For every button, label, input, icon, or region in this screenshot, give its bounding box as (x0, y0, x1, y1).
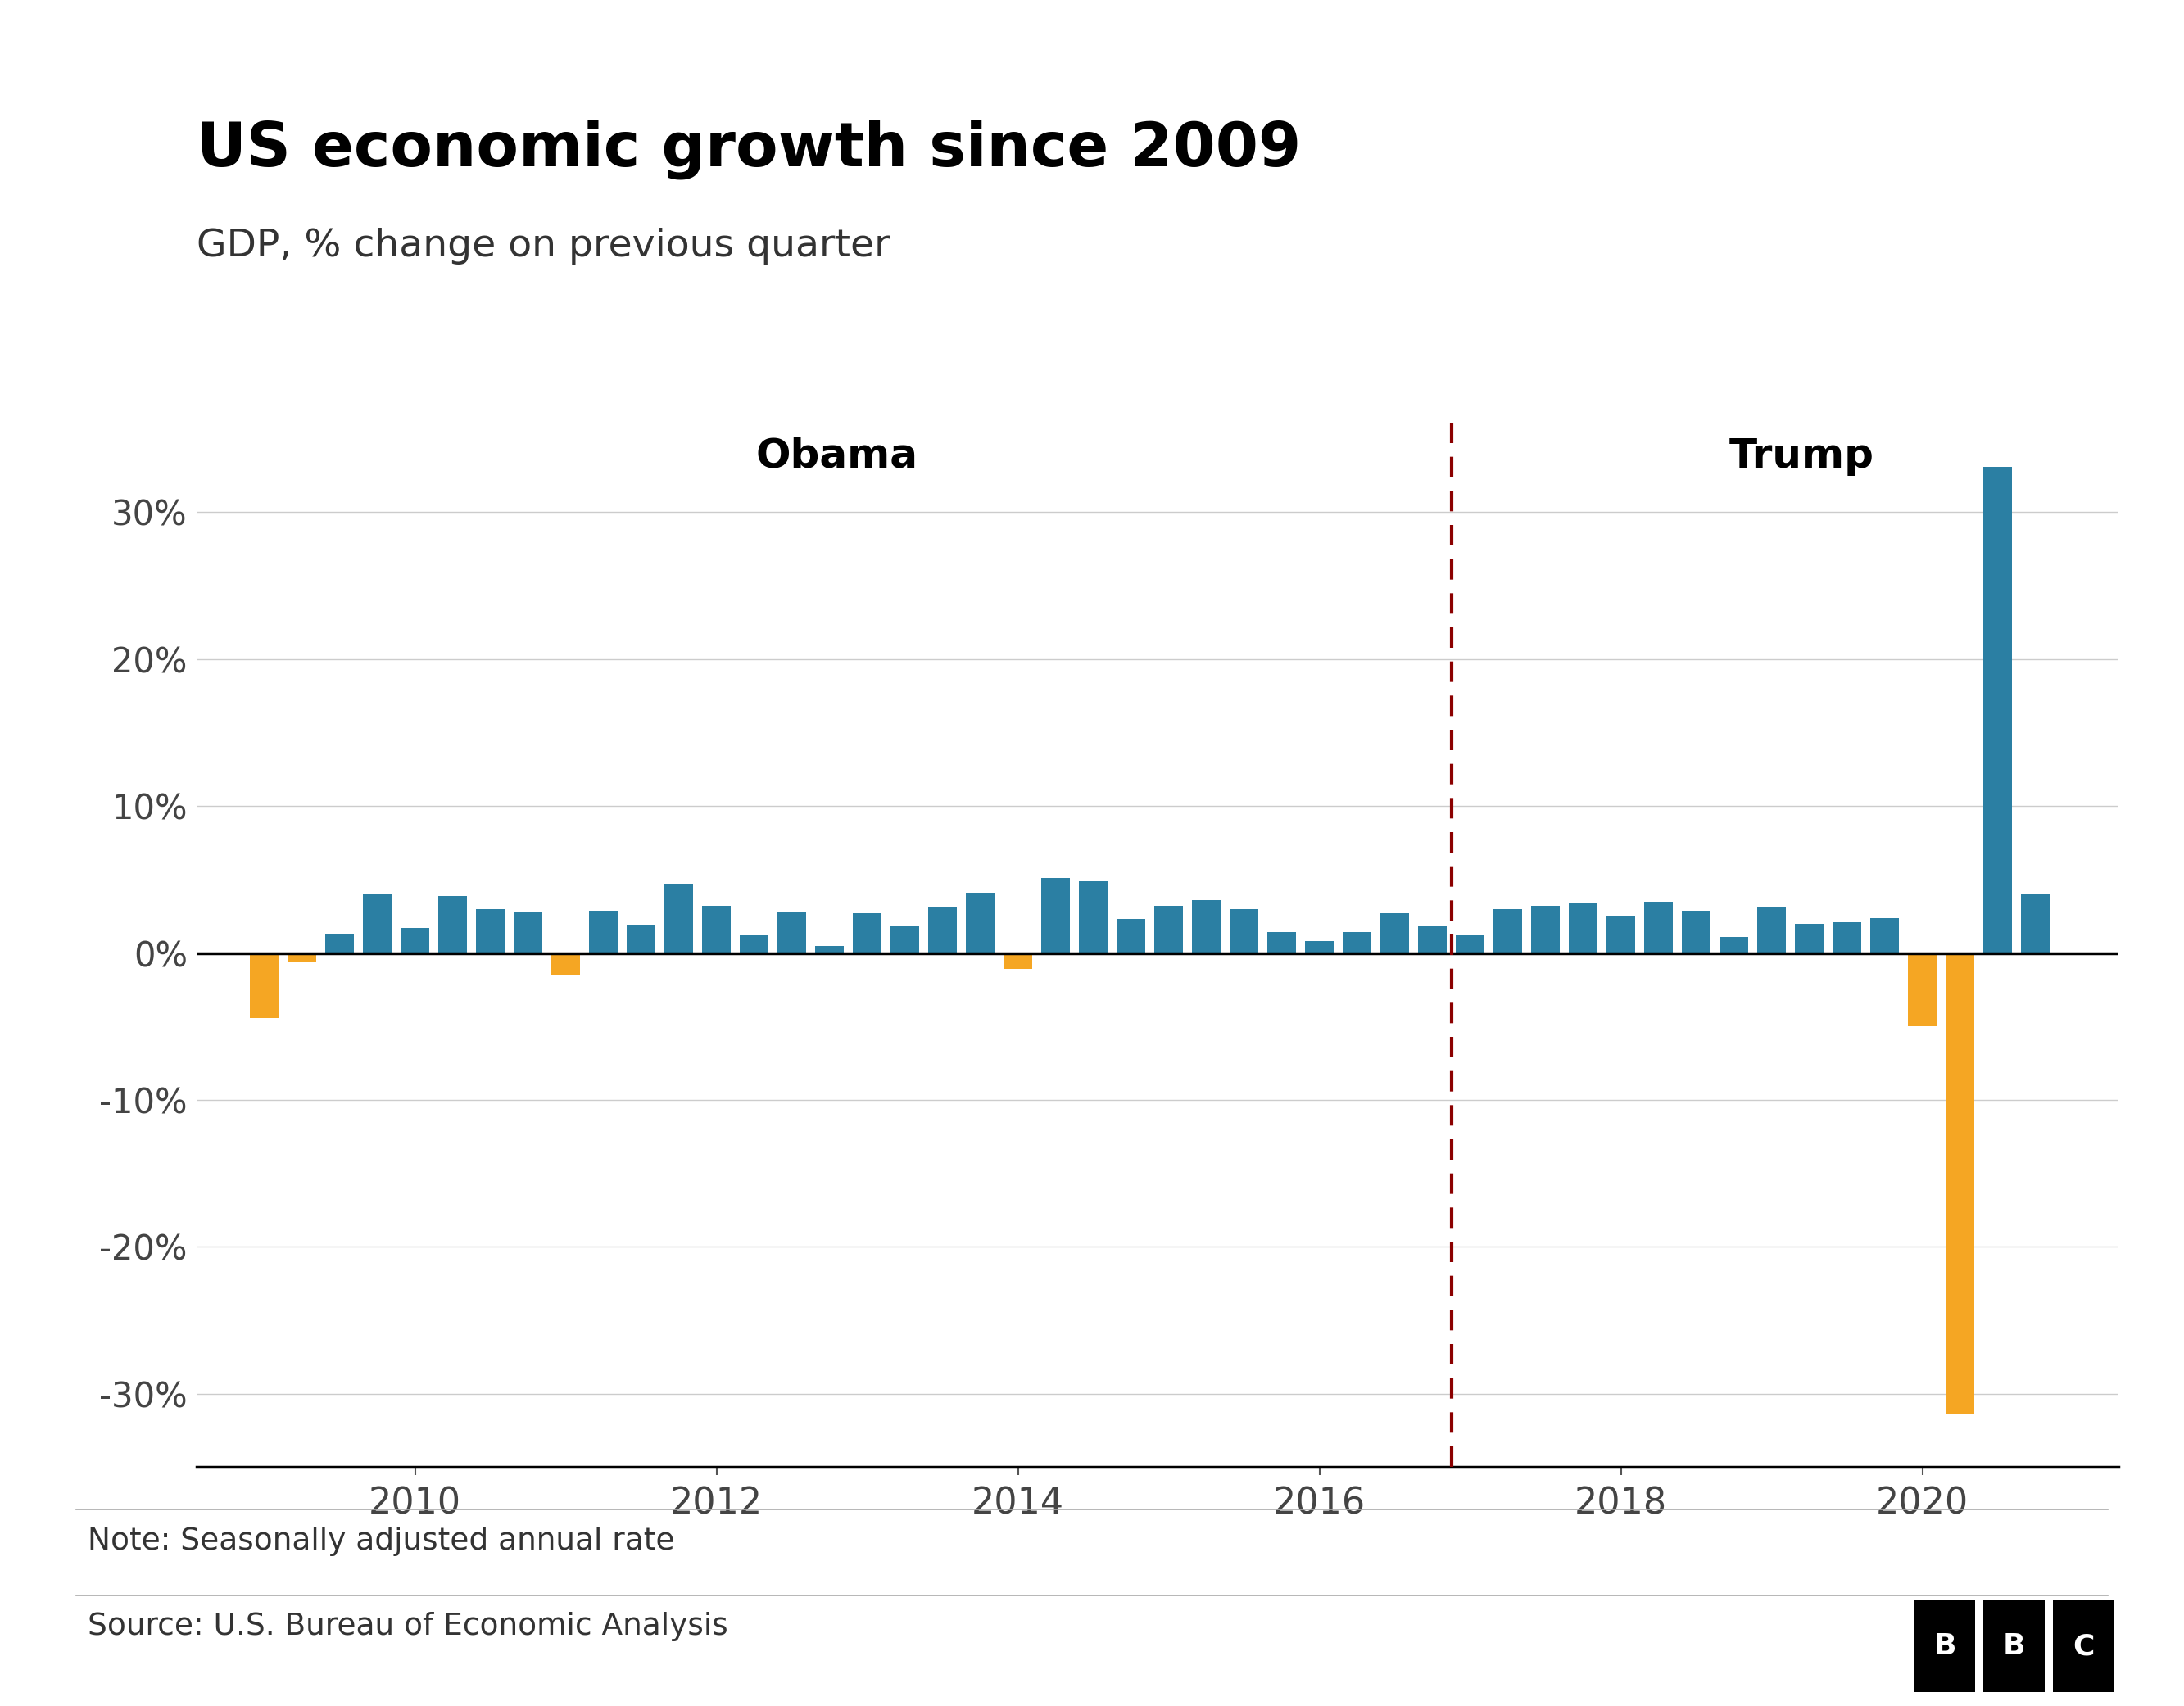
Text: C: C (2073, 1633, 2094, 1660)
Bar (288, 954, 317, 962)
Bar (740, 935, 769, 954)
Bar (1832, 923, 1861, 954)
Text: US economic growth since 2009: US economic growth since 2009 (197, 119, 1302, 179)
Bar (854, 913, 882, 954)
Text: B: B (2003, 1633, 2025, 1660)
Bar (590, 911, 618, 954)
Text: Obama: Obama (756, 437, 917, 476)
Bar (815, 945, 843, 954)
Text: Note: Seasonally adjusted annual rate: Note: Seasonally adjusted annual rate (87, 1527, 675, 1556)
Bar (627, 925, 655, 954)
Bar (1909, 954, 1937, 1027)
Bar (778, 911, 806, 954)
FancyBboxPatch shape (1983, 1600, 2044, 1692)
Bar (476, 909, 505, 954)
Bar (1607, 916, 1636, 954)
Bar (1079, 880, 1107, 954)
Bar (1645, 901, 1673, 954)
Bar (1417, 926, 1448, 954)
Bar (1719, 937, 1749, 954)
Text: B: B (1933, 1633, 1957, 1660)
Bar (1983, 467, 2011, 954)
Bar (1795, 923, 1824, 954)
Bar (363, 894, 391, 954)
Bar (1155, 906, 1184, 954)
Bar (251, 954, 280, 1017)
Bar (1192, 901, 1221, 954)
Bar (439, 896, 467, 954)
Bar (1457, 935, 1485, 954)
Bar (1005, 954, 1033, 969)
Bar (1267, 933, 1295, 954)
Bar (553, 954, 581, 976)
Bar (1870, 918, 1900, 954)
Bar (1946, 954, 1974, 1414)
FancyBboxPatch shape (1915, 1600, 1974, 1692)
Text: Source: U.S. Bureau of Economic Analysis: Source: U.S. Bureau of Economic Analysis (87, 1612, 727, 1641)
Text: GDP, % change on previous quarter: GDP, % change on previous quarter (197, 227, 891, 264)
Bar (1682, 911, 1710, 954)
Bar (402, 928, 430, 954)
Bar (703, 906, 732, 954)
Bar (965, 892, 994, 954)
FancyBboxPatch shape (2053, 1600, 2114, 1692)
Bar (1042, 879, 1070, 954)
Bar (1494, 909, 1522, 954)
Bar (2020, 894, 2051, 954)
Bar (1343, 933, 1372, 954)
Bar (928, 908, 957, 954)
Bar (513, 911, 542, 954)
Bar (1758, 908, 1787, 954)
Bar (664, 884, 692, 954)
Text: Trump: Trump (1730, 437, 1874, 476)
Bar (325, 933, 354, 954)
Bar (891, 926, 919, 954)
Bar (1380, 913, 1409, 954)
Bar (1568, 902, 1599, 954)
Bar (1306, 942, 1334, 954)
Bar (1531, 906, 1559, 954)
Bar (1230, 909, 1258, 954)
Bar (1116, 920, 1144, 954)
